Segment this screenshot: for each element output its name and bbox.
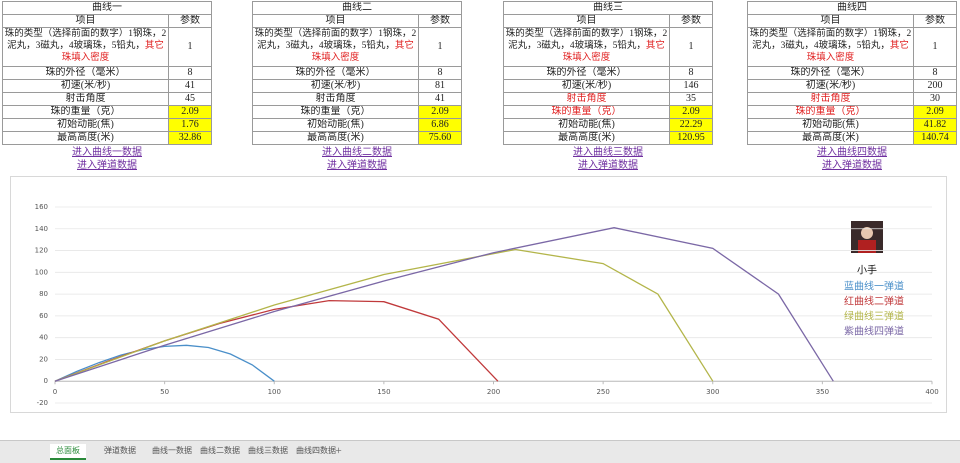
y-tick-label: 0 (44, 377, 48, 385)
sheet-link[interactable]: 进入曲线三数据 (573, 147, 643, 158)
sheet-link[interactable]: 进入曲线四数据 (817, 147, 887, 158)
label-text: 最高高度(米) (802, 132, 859, 143)
trajectory-line (54, 299, 499, 382)
label-note: 1钢珠，2泥丸，3磁丸，4玻璃珠，5铅丸， (7, 29, 167, 51)
y-tick-label: 40 (39, 334, 48, 342)
y-tick-label: -20 (37, 399, 48, 407)
label-text: 最高高度(米) (307, 132, 364, 143)
label-note: 1钢珠，2泥丸，3磁丸，4玻璃珠，5铅丸， (752, 29, 912, 51)
legend-entry: 绿曲线三弹道 (844, 310, 904, 323)
label-note: 1钢珠，2泥丸，3磁丸，4玻璃珠，5铅丸， (508, 29, 668, 51)
trajectory-line (54, 227, 834, 382)
sheet-tab[interactable]: 弹道数据 (104, 446, 136, 455)
avatar-face (861, 227, 873, 239)
x-tick-label: 300 (706, 388, 719, 396)
value-cell: 32.86 (168, 131, 212, 145)
label-text: 初始动能(焦) (558, 119, 615, 130)
label-text: 珠的类型（选择前面的数字） (749, 29, 874, 39)
label-text: 射击角度 (566, 93, 607, 104)
x-tick-label: 200 (487, 388, 500, 396)
label-text: 初始动能(焦) (802, 119, 859, 130)
sheet-tab[interactable]: 曲线二数据 (200, 446, 240, 455)
label-note: 1钢珠，2泥丸，3磁丸，4玻璃珠，5铅丸， (257, 29, 417, 51)
label-text: 初速(米/秒) (805, 80, 856, 91)
label-note-red: 其它珠填入密度 (311, 41, 414, 63)
label-text: 最高高度(米) (558, 132, 615, 143)
add-sheet[interactable]: + (335, 443, 342, 457)
sheet-link[interactable]: 进入弹道数据 (578, 160, 638, 171)
label-note-red: 其它珠填入密度 (562, 41, 665, 63)
y-tick-label: 80 (39, 290, 48, 298)
sheet-tab[interactable]: 总面板 (50, 444, 86, 460)
value-cell: 75.60 (418, 131, 462, 145)
legend-entry: 蓝曲线一弹道 (844, 280, 904, 293)
trajectory-line (54, 248, 714, 382)
label-text: 射击角度 (65, 93, 106, 104)
value-cell: 140.74 (913, 131, 957, 145)
x-tick-label: 400 (925, 388, 938, 396)
avatar-body (858, 240, 876, 253)
label-text: 珠的外径（毫米） (546, 67, 627, 78)
param-table: 曲线三 项目 参数 珠的类型（选择前面的数字）1钢珠，2泥丸，3磁丸，4玻璃珠，5铅丸… (503, 1, 713, 171)
label-text: 射击角度 (810, 93, 851, 104)
label-text: 珠的重量（克） (50, 106, 121, 117)
label-text: 珠的重量（克） (795, 106, 866, 117)
sheet-link[interactable]: 进入曲线一数据 (72, 147, 142, 158)
sheet-link[interactable]: 进入曲线二数据 (322, 147, 392, 158)
x-tick-label: 250 (596, 388, 609, 396)
legend-entry: 紫曲线四弹道 (844, 325, 904, 338)
sheet-link[interactable]: 进入弹道数据 (327, 160, 387, 171)
label-text: 初始动能(焦) (57, 119, 114, 130)
label-note-red: 其它珠填入密度 (61, 41, 164, 63)
x-tick-label: 100 (268, 388, 281, 396)
chart: -20 0 20 40 60 80 100 120 140 160 0 50 100 150 200 250 3… (35, 203, 939, 407)
y-tick-label: 60 (39, 312, 48, 320)
x-tick-label: 50 (160, 388, 169, 396)
y-tick-label: 100 (35, 268, 48, 276)
label-text: 珠的类型（选择前面的数字） (254, 29, 379, 39)
chart-frame (10, 176, 947, 413)
label-text: 初速(米/秒) (310, 80, 361, 91)
label-text: 珠的外径（毫米） (790, 67, 871, 78)
y-tick-label: 20 (39, 355, 48, 363)
label-text: 珠的重量（克） (300, 106, 371, 117)
label-text: 珠的外径（毫米） (295, 67, 376, 78)
value-cell: 120.95 (669, 131, 713, 145)
sheet-link[interactable]: 进入弹道数据 (77, 160, 137, 171)
sheet-link[interactable]: 进入弹道数据 (822, 160, 882, 171)
legend-entry: 红曲线二弹道 (844, 295, 904, 308)
label-text: 射击角度 (315, 93, 356, 104)
legend-title: 小手 (857, 264, 877, 277)
param-table: 曲线四 项目 参数 珠的类型（选择前面的数字）1钢珠，2泥丸，3磁丸，4玻璃珠，5铅丸… (747, 1, 957, 171)
label-text: 初速(米/秒) (561, 80, 612, 91)
trajectory-line (54, 344, 275, 382)
param-table: 曲线二 项目 参数 珠的类型（选择前面的数字）1钢珠，2泥丸，3磁丸，4玻璃珠，5铅丸… (252, 1, 462, 171)
sheet-tab-bar: + 总面板 弹道数据 曲线一数据 曲线二数据 曲线三数据 曲线四数据 (0, 440, 960, 463)
label-text: 珠的重量（克） (551, 106, 622, 117)
x-tick-label: 350 (816, 388, 829, 396)
label-text: 珠的类型（选择前面的数字） (4, 29, 129, 39)
sheet-tab[interactable]: 曲线三数据 (248, 446, 288, 455)
label-text: 珠的外径（毫米） (45, 67, 126, 78)
y-tick-label: 120 (35, 247, 48, 255)
sheet-tab[interactable]: 曲线四数据 (296, 446, 336, 455)
x-tick-label: 0 (53, 388, 57, 396)
label-text: 最高高度(米) (57, 132, 114, 143)
label-text: 初速(米/秒) (60, 80, 111, 91)
y-tick-label: 160 (35, 203, 48, 211)
label-note-red: 其它珠填入密度 (806, 41, 909, 63)
label-text: 珠的类型（选择前面的数字） (505, 29, 630, 39)
label-text: 初始动能(焦) (307, 119, 364, 130)
param-table: 曲线一 项目 参数 珠的类型（选择前面的数字）1钢珠，2泥丸，3磁丸，4玻璃珠，5铅丸… (2, 1, 212, 171)
x-tick-label: 150 (377, 388, 390, 396)
sheet-tab[interactable]: 曲线一数据 (152, 446, 192, 455)
y-tick-label: 140 (35, 225, 48, 233)
